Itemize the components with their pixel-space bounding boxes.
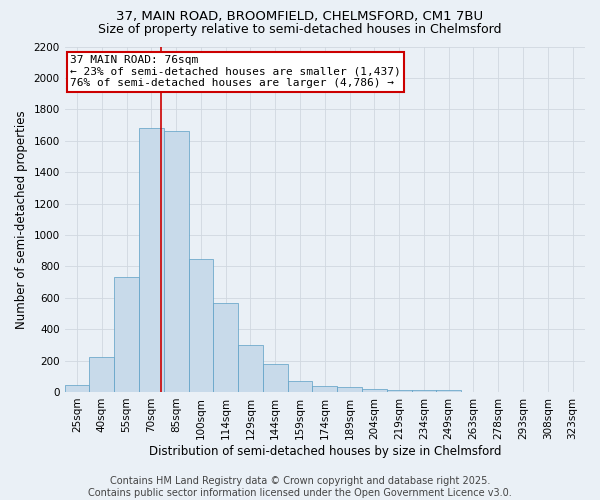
Bar	[387, 390, 412, 392]
Text: Size of property relative to semi-detached houses in Chelmsford: Size of property relative to semi-detach…	[98, 22, 502, 36]
Bar	[362, 389, 387, 392]
Bar	[164, 132, 188, 392]
Bar	[287, 381, 313, 392]
Bar	[139, 128, 164, 392]
Bar	[65, 385, 89, 392]
Bar	[238, 345, 263, 392]
Bar	[89, 356, 114, 392]
Bar	[436, 390, 461, 392]
X-axis label: Distribution of semi-detached houses by size in Chelmsford: Distribution of semi-detached houses by …	[149, 444, 501, 458]
Y-axis label: Number of semi-detached properties: Number of semi-detached properties	[15, 110, 28, 328]
Text: Contains HM Land Registry data © Crown copyright and database right 2025.
Contai: Contains HM Land Registry data © Crown c…	[88, 476, 512, 498]
Bar	[263, 364, 287, 392]
Text: 37, MAIN ROAD, BROOMFIELD, CHELMSFORD, CM1 7BU: 37, MAIN ROAD, BROOMFIELD, CHELMSFORD, C…	[116, 10, 484, 23]
Bar	[188, 260, 214, 392]
Bar	[412, 390, 436, 392]
Text: 37 MAIN ROAD: 76sqm
← 23% of semi-detached houses are smaller (1,437)
76% of sem: 37 MAIN ROAD: 76sqm ← 23% of semi-detach…	[70, 55, 401, 88]
Bar	[214, 303, 238, 392]
Bar	[114, 278, 139, 392]
Bar	[337, 387, 362, 392]
Bar	[313, 386, 337, 392]
